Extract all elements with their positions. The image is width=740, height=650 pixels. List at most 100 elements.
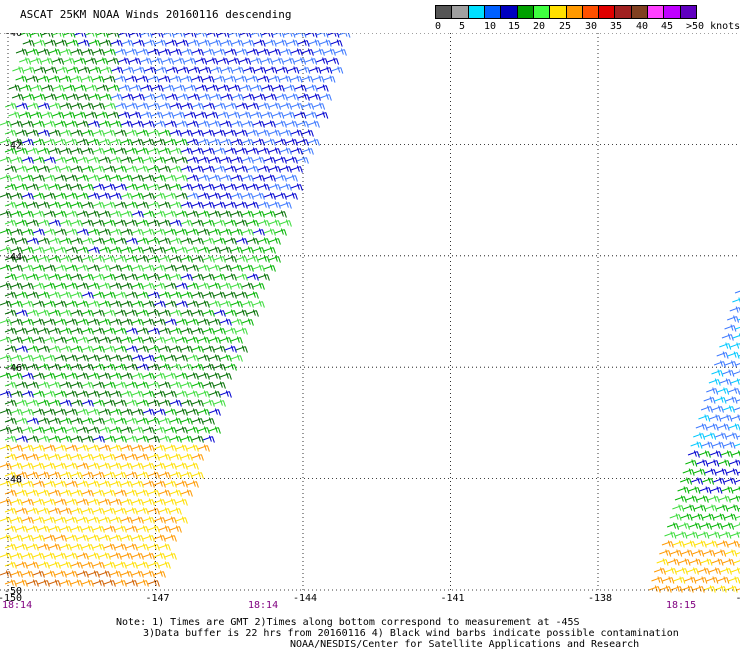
wind-barb [142, 246, 155, 254]
wind-barb [0, 570, 12, 578]
wind-barb [147, 183, 160, 191]
wind-barb [70, 219, 83, 227]
wind-barb [719, 342, 732, 350]
wind-barb [175, 444, 188, 452]
wind-barb [15, 381, 28, 389]
wind-barb [147, 435, 160, 443]
wind-barb [209, 39, 222, 47]
wind-barb [169, 219, 182, 227]
wind-barb [10, 138, 23, 146]
wind-barb [710, 486, 723, 494]
wind-barb [54, 318, 67, 326]
wind-barb [103, 489, 116, 497]
wind-barb [169, 507, 182, 515]
wind-barb [153, 444, 166, 452]
wind-barb [0, 264, 12, 272]
wind-barb [26, 507, 39, 515]
wind-barb [125, 345, 138, 353]
wind-barb [65, 246, 78, 254]
wind-barb [164, 426, 177, 434]
wind-barb [232, 66, 245, 74]
wind-barb [175, 336, 188, 344]
wind-barb [54, 372, 67, 380]
colorbar-swatch [452, 5, 469, 19]
wind-barb [10, 120, 23, 128]
colorbar-label: 40 [636, 21, 649, 32]
wind-barb [81, 453, 94, 461]
wind-barb [164, 156, 177, 164]
wind-barb [153, 372, 166, 380]
wind-barb [177, 66, 190, 74]
wind-barb [294, 33, 307, 38]
wind-barb [169, 417, 182, 425]
wind-barb [26, 417, 39, 425]
wind-barb [235, 201, 248, 209]
wind-barb [136, 327, 149, 335]
wind-barb [230, 282, 243, 290]
wind-barb [136, 345, 149, 353]
wind-barb [26, 183, 39, 191]
wind-barb [180, 255, 193, 263]
wind-barb [733, 405, 740, 411]
wind-barb [10, 516, 23, 524]
wind-barb [180, 471, 193, 479]
wind-barb [191, 201, 204, 209]
wind-barb [180, 48, 193, 56]
wind-barb [136, 165, 149, 173]
wind-barb [720, 414, 733, 422]
wind-barb [213, 309, 226, 317]
wind-barb [153, 516, 166, 524]
wind-barb [197, 156, 210, 164]
wind-barb [736, 399, 740, 402]
wind-barb [241, 192, 254, 200]
wind-barb [32, 156, 45, 164]
wind-barb [48, 579, 61, 587]
wind-barb [26, 309, 39, 317]
wind-barb [208, 318, 221, 326]
wind-barb [705, 504, 718, 512]
wind-barb [286, 93, 299, 101]
wind-barb [202, 291, 215, 299]
wind-barb [208, 138, 221, 146]
wind-barb [252, 210, 265, 218]
wind-barb [43, 156, 56, 164]
wind-barb [109, 120, 122, 128]
wind-barb [252, 246, 265, 254]
wind-barb [131, 174, 144, 182]
wind-barb [87, 498, 100, 506]
wind-barb [34, 66, 47, 74]
wind-barb [675, 531, 688, 539]
wind-barb [87, 390, 100, 398]
wind-barb [5, 102, 18, 110]
wind-barb [70, 327, 83, 335]
wind-speed-colorbar [435, 5, 697, 19]
wind-barb [265, 66, 278, 74]
wind-barb [37, 579, 50, 587]
wind-barb [169, 129, 182, 137]
wind-barb [706, 576, 719, 584]
wind-barb [98, 336, 111, 344]
wind-barb [76, 192, 89, 200]
wind-barb [11, 93, 24, 101]
wind-barb [43, 570, 56, 578]
map-title: ASCAT 25KM NOAA Winds 20160116 descendin… [20, 8, 292, 21]
wind-barb [26, 471, 39, 479]
wind-barb [158, 489, 171, 497]
wind-barb [26, 273, 39, 281]
wind-barb [15, 48, 28, 56]
colorbar-label: 30 [585, 21, 598, 32]
wind-barb [246, 48, 259, 56]
wind-barb [669, 513, 682, 521]
wind-barb [246, 147, 259, 155]
wind-barb [10, 498, 23, 506]
wind-barb [208, 426, 221, 434]
wind-barb [26, 489, 39, 497]
wind-barb [48, 165, 61, 173]
wind-barb [208, 210, 221, 218]
wind-barb [98, 462, 111, 470]
wind-barb [219, 174, 232, 182]
wind-barb [213, 183, 226, 191]
wind-barb [191, 435, 204, 443]
wind-barb [85, 57, 98, 65]
wind-barb [224, 147, 237, 155]
